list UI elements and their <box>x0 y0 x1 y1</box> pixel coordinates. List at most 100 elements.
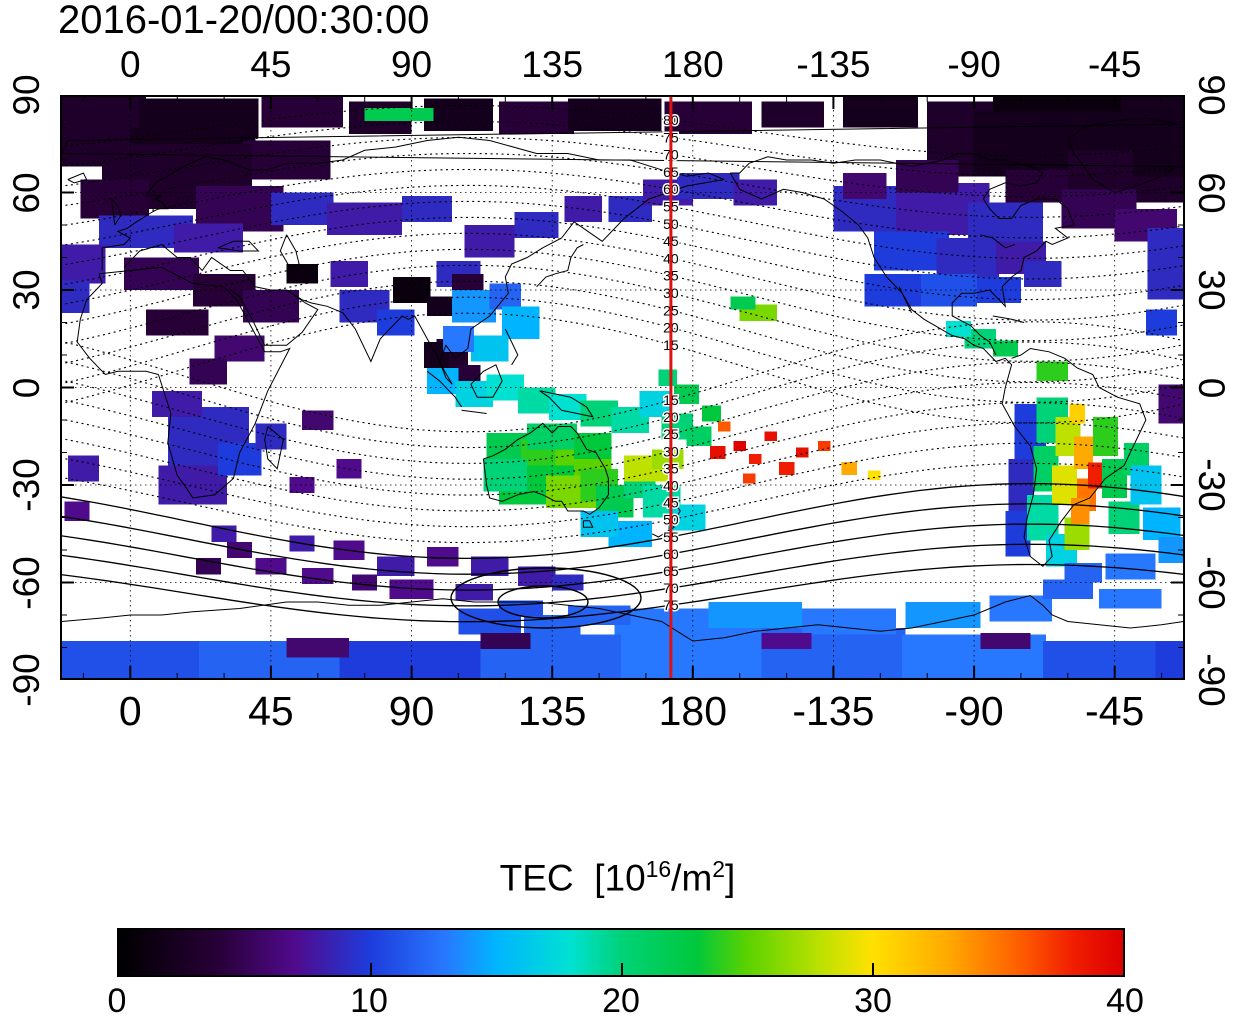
tec-patch <box>302 410 334 430</box>
bottom-lon-tick-label: 45 <box>248 688 294 734</box>
tec-patch <box>514 212 559 238</box>
magnetic-latitude-contour <box>60 381 1185 480</box>
tec-patch <box>189 358 228 385</box>
tec-patch <box>992 340 1018 357</box>
magnetic-latitude-contour <box>60 248 1185 342</box>
magnetic-latitude-contour <box>60 232 1185 321</box>
tec-patch <box>1005 511 1031 557</box>
bottom-lon-tick-label: -135 <box>792 688 875 734</box>
tec-patch <box>470 556 509 576</box>
tec-patch <box>1145 309 1178 336</box>
tec-patch <box>483 459 528 492</box>
tec-patch <box>452 290 496 323</box>
tec-patch <box>464 225 515 258</box>
top-lon-tick-label: -90 <box>947 44 1001 85</box>
left-lat-tick-label: 60 <box>6 171 47 214</box>
magnetic-latitude-contour <box>60 280 1185 383</box>
colorbar-title: TEC [1016/m2] <box>0 856 1235 899</box>
tec-patch <box>352 574 378 591</box>
colorbar-title-mid: /m <box>671 857 713 899</box>
colorbar <box>117 928 1125 977</box>
left-lat-tick-label: -60 <box>6 555 47 610</box>
tec-patch <box>1105 553 1156 580</box>
colorbar-tick-label: 20 <box>602 982 640 1020</box>
top-lon-tick-label: 0 <box>120 44 141 85</box>
tec-patch <box>377 556 415 576</box>
tec-patch <box>841 462 857 476</box>
right-lat-tick-label: -60 <box>1191 555 1232 610</box>
tec-patch <box>710 446 726 459</box>
tec-patch <box>1042 579 1093 599</box>
tec-patch <box>1155 641 1185 680</box>
tec-patch <box>470 335 509 362</box>
magnetic-latitude-contour <box>60 184 1185 259</box>
tec-patch <box>761 632 812 650</box>
colorbar-tick <box>621 963 623 975</box>
tec-patch <box>1133 130 1185 177</box>
tec-patch <box>842 173 887 199</box>
colorbar-title-text: TEC [10 <box>499 857 646 899</box>
tec-patch <box>1147 228 1185 300</box>
tec-patch <box>1088 462 1104 489</box>
tec-patch <box>60 280 90 313</box>
tec-patch <box>364 108 434 121</box>
tec-patch <box>1099 589 1162 609</box>
magnetic-latitude-contour <box>60 264 1185 362</box>
tec-patch <box>639 390 671 417</box>
tec-patch <box>905 602 981 628</box>
tec-patch <box>455 584 493 601</box>
coastline <box>536 244 584 288</box>
tec-patch <box>980 632 1031 650</box>
magnetic-latitude-contour <box>60 442 1185 528</box>
top-lon-tick-label: 180 <box>661 44 724 85</box>
right-lat-tick-label: 0 <box>1191 377 1232 398</box>
tec-patch <box>124 257 200 290</box>
top-lon-tick-label: 45 <box>250 44 292 85</box>
coastline <box>61 594 1184 642</box>
tec-patch <box>455 381 493 407</box>
tec-patch <box>567 98 662 131</box>
left-lat-tick-label: 30 <box>6 269 47 311</box>
tec-patch <box>1064 563 1103 583</box>
map-plot-area[interactable]: 8075706560555045403530252015152025303540… <box>60 95 1185 680</box>
tec-patch <box>567 605 631 625</box>
left-lat-tick-label: 0 <box>6 377 47 398</box>
tec-patch <box>1036 361 1068 381</box>
tec-patch <box>480 632 531 650</box>
tec-patch <box>427 368 459 394</box>
tec-patch <box>270 192 334 225</box>
tec-patch <box>749 454 762 464</box>
tec-patch <box>402 195 453 222</box>
tec-patch <box>64 501 90 521</box>
tec-patch <box>217 442 262 476</box>
tec-patch <box>302 567 334 585</box>
tec-patch <box>730 296 756 310</box>
coastline <box>101 136 725 271</box>
coastline <box>264 426 284 470</box>
top-lon-tick-label: -135 <box>796 44 871 85</box>
bottom-lon-tick-label: -90 <box>944 688 1004 734</box>
south-pole-contour <box>450 567 642 629</box>
tec-patch <box>989 595 1053 622</box>
tec-patch <box>1024 260 1062 287</box>
magnetic-latitude-contour <box>60 422 1185 512</box>
bottom-lon-tick-label: -45 <box>1085 688 1145 734</box>
tec-patch <box>502 306 540 339</box>
tec-patch <box>867 470 881 481</box>
colorbar-tick-label: 40 <box>1106 982 1144 1020</box>
tec-map-svg: 8075706560555045403530252015152025303540… <box>60 95 1185 680</box>
tec-patch <box>499 600 543 617</box>
tec-patch <box>667 504 706 531</box>
magnetic-latitude-contour <box>60 543 1185 607</box>
coastline <box>279 234 300 268</box>
coastline <box>461 409 487 414</box>
tec-patch <box>802 608 896 635</box>
bottom-lon-tick-label: 0 <box>118 688 142 734</box>
coastline <box>470 364 503 398</box>
magnetic-latitude-contour <box>60 152 1185 218</box>
tec-patch <box>1005 169 1068 203</box>
tec-patch <box>674 384 700 404</box>
colorbar-title-exponent2: 2 <box>712 856 726 882</box>
tec-patch <box>145 309 209 336</box>
tec-patch <box>717 421 731 432</box>
